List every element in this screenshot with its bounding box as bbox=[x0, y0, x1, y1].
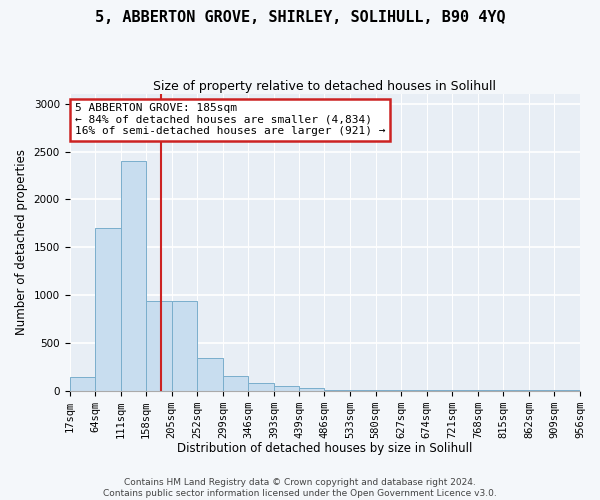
Bar bbox=[121, 161, 146, 390]
Bar bbox=[95, 228, 121, 390]
Bar bbox=[146, 300, 172, 390]
Title: Size of property relative to detached houses in Solihull: Size of property relative to detached ho… bbox=[153, 80, 496, 93]
Bar bbox=[299, 388, 325, 390]
X-axis label: Distribution of detached houses by size in Solihull: Distribution of detached houses by size … bbox=[177, 442, 472, 455]
Text: 5 ABBERTON GROVE: 185sqm
← 84% of detached houses are smaller (4,834)
16% of sem: 5 ABBERTON GROVE: 185sqm ← 84% of detach… bbox=[74, 103, 385, 136]
Y-axis label: Number of detached properties: Number of detached properties bbox=[15, 150, 28, 336]
Bar bbox=[172, 300, 197, 390]
Bar bbox=[223, 376, 248, 390]
Bar bbox=[274, 386, 299, 390]
Text: Contains HM Land Registry data © Crown copyright and database right 2024.
Contai: Contains HM Land Registry data © Crown c… bbox=[103, 478, 497, 498]
Bar bbox=[70, 377, 95, 390]
Bar bbox=[197, 358, 223, 390]
Bar bbox=[248, 383, 274, 390]
Text: 5, ABBERTON GROVE, SHIRLEY, SOLIHULL, B90 4YQ: 5, ABBERTON GROVE, SHIRLEY, SOLIHULL, B9… bbox=[95, 10, 505, 25]
